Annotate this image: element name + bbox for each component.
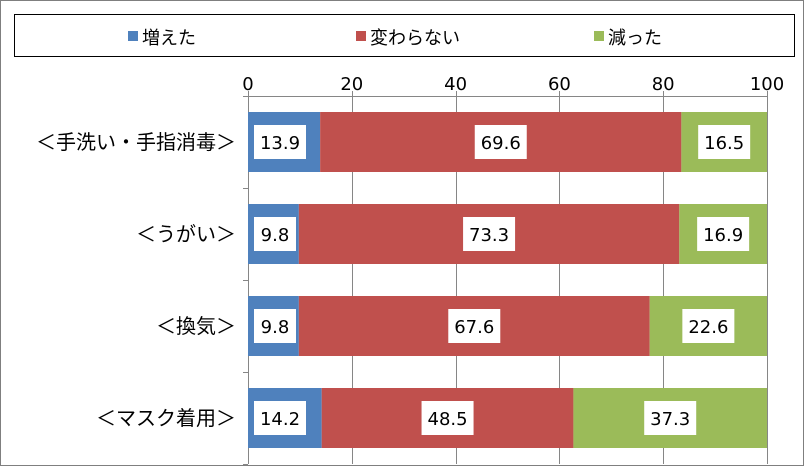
data-label-box-0-0 (254, 125, 306, 159)
legend-swatch-2 (594, 31, 604, 41)
data-label-1-0: 9.8 (261, 225, 290, 246)
legend-swatch-1 (356, 31, 366, 41)
legend-swatch-0 (128, 31, 138, 41)
data-label-box-1-0 (254, 217, 296, 251)
data-label-box-3-1 (421, 401, 474, 435)
x-tick-label-100: 100 (750, 74, 784, 95)
category-label-3: ＜マスク着用＞ (96, 406, 236, 430)
data-label-box-0-1 (474, 125, 527, 159)
data-label-1-1: 73.3 (469, 225, 509, 246)
data-label-box-3-0 (254, 401, 306, 435)
category-label-0: ＜手洗い・手指消毒＞ (36, 130, 236, 154)
data-label-2-0: 9.8 (261, 317, 290, 338)
category-label-1: ＜うがい＞ (136, 222, 236, 246)
data-label-box-3-2 (644, 401, 697, 435)
data-label-box-2-0 (254, 309, 296, 343)
category-label-2: ＜換気＞ (156, 314, 236, 338)
legend-label-1: 変わらない (370, 28, 460, 49)
data-label-3-0: 14.2 (260, 409, 300, 430)
data-label-box-2-1 (448, 309, 501, 343)
legend-label-0: 増えた (142, 28, 196, 49)
data-label-box-1-2 (697, 217, 750, 251)
data-label-2-1: 67.6 (454, 317, 494, 338)
data-label-box-1-1 (463, 217, 516, 251)
data-label-2-2: 22.6 (688, 317, 728, 338)
data-label-box-2-2 (682, 309, 735, 343)
data-label-0-0: 13.9 (260, 133, 300, 154)
data-label-0-1: 69.6 (481, 133, 521, 154)
data-label-3-1: 48.5 (428, 409, 468, 430)
data-label-1-2: 16.9 (703, 225, 743, 246)
data-label-box-0-2 (698, 125, 751, 159)
x-tick-label-60: 60 (548, 74, 571, 95)
x-tick-label-20: 20 (340, 74, 363, 95)
legend-label-2: 減った (608, 28, 662, 49)
x-tick-label-80: 80 (652, 74, 675, 95)
x-tick-label-0: 0 (242, 74, 253, 95)
data-label-3-2: 37.3 (650, 409, 690, 430)
legend-box (14, 14, 795, 57)
data-label-0-2: 16.5 (704, 133, 744, 154)
x-tick-label-40: 40 (444, 74, 467, 95)
